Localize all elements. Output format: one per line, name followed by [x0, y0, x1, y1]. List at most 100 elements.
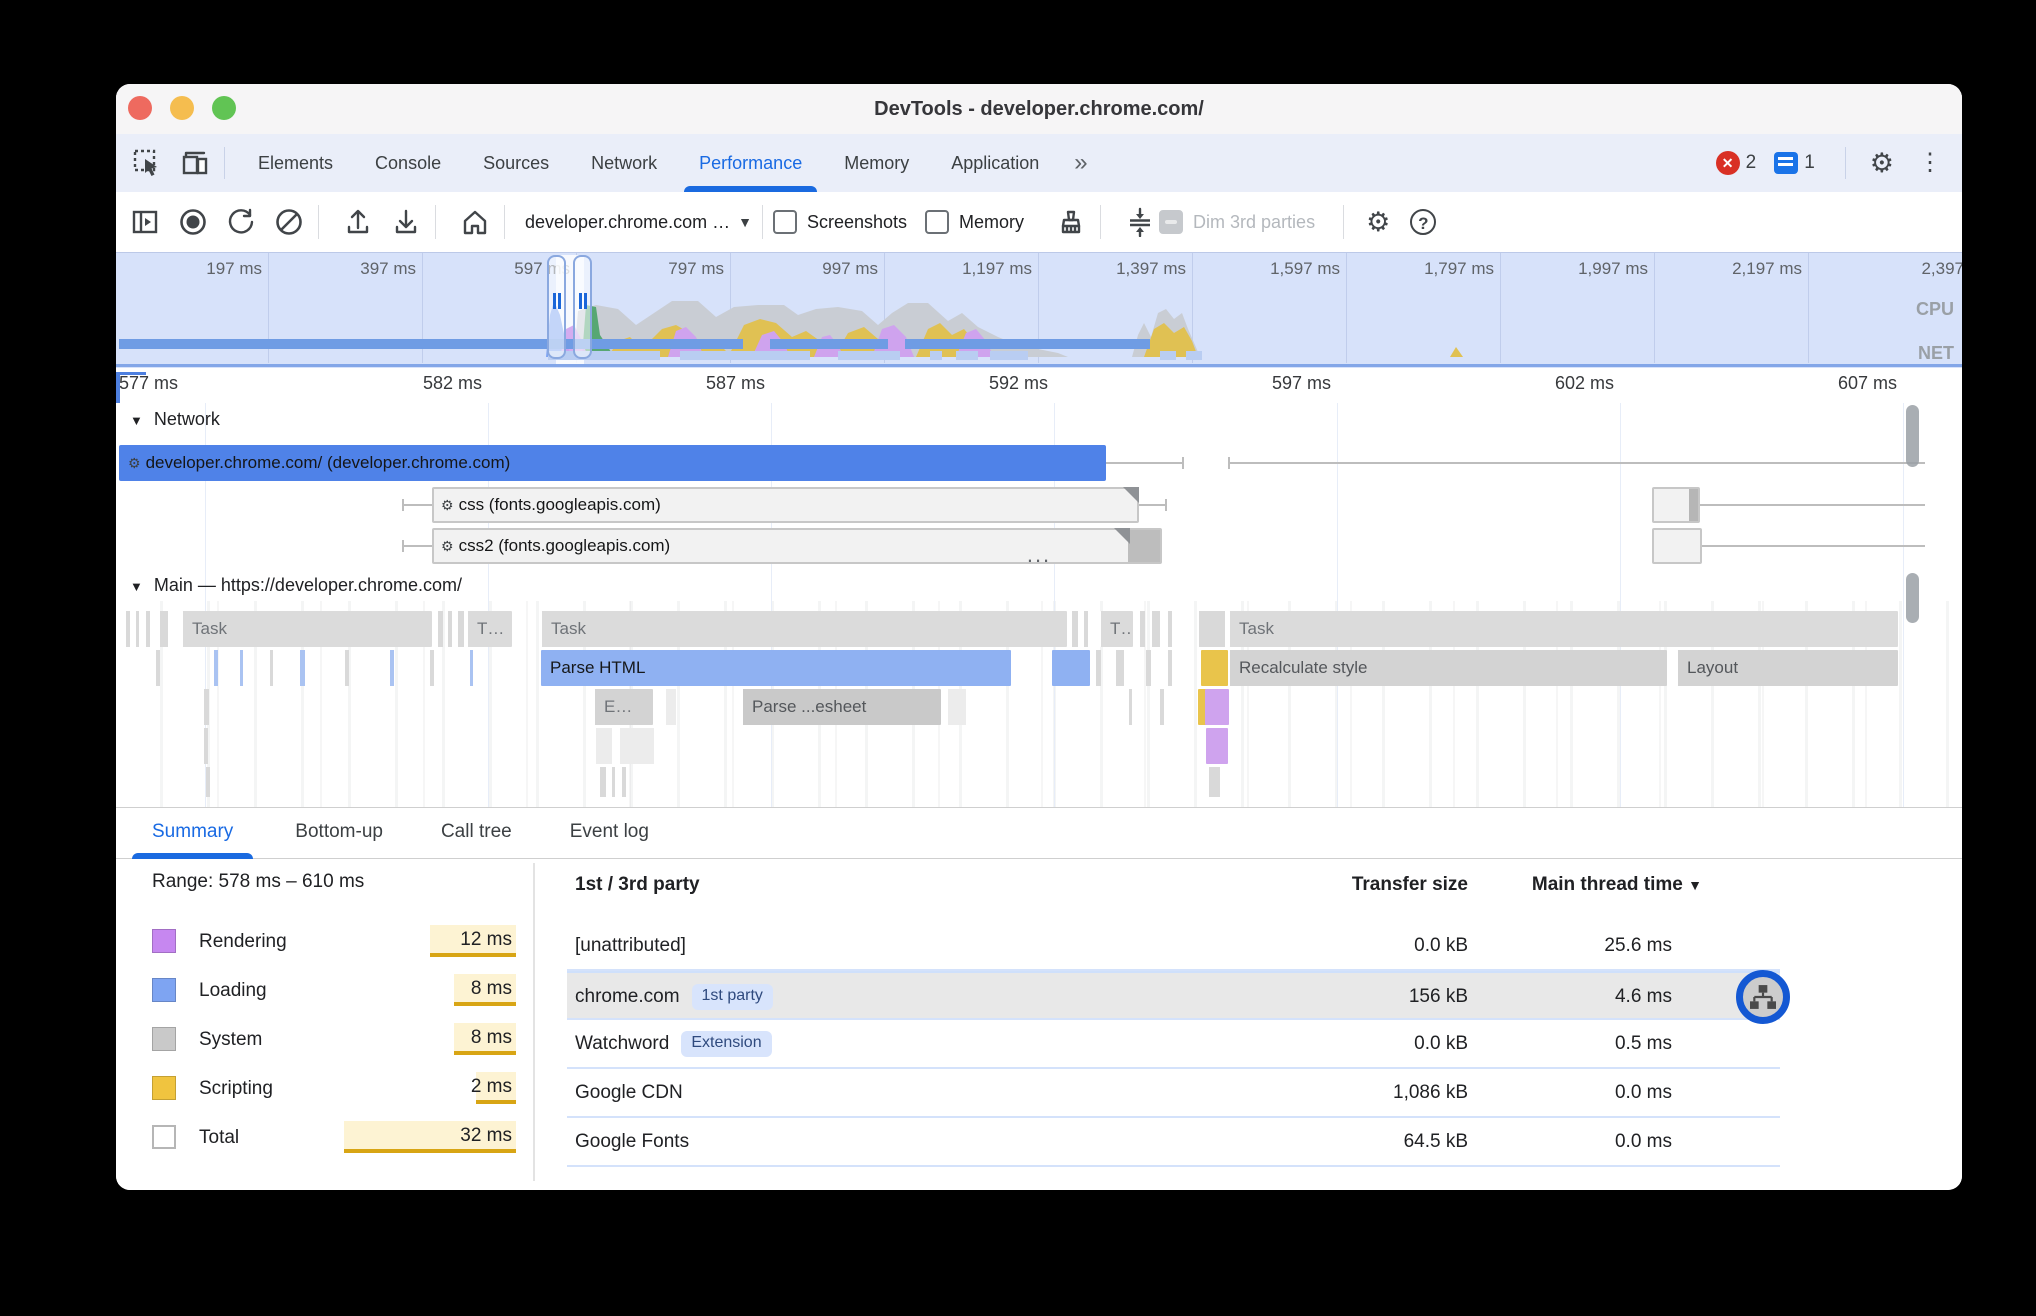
capture-settings-gear-icon[interactable]: ⚙	[1366, 207, 1391, 237]
ruler-tick: 597 ms	[1271, 373, 1331, 393]
download-profile-icon[interactable]	[387, 203, 425, 241]
screenshots-checkbox[interactable]	[772, 210, 797, 234]
task-bar[interactable]: Task	[1229, 611, 1898, 647]
history-select[interactable]: developer.chrome.com … ▼	[525, 212, 752, 233]
devtools-tabbar: Elements Console Sources Network Perform…	[116, 134, 1962, 193]
error-count: 2	[1745, 152, 1757, 173]
table-row[interactable]: Google Fonts 64.5 kB 0.0 ms	[567, 1118, 1780, 1167]
rendering-bar[interactable]	[1206, 728, 1228, 764]
tab-bottom-up[interactable]: Bottom-up	[295, 821, 383, 842]
network-request-row[interactable]: ⚙ css (fonts.googleapis.com)	[116, 487, 1962, 523]
task-bar[interactable]: Task	[182, 611, 432, 647]
task-sliver	[1084, 611, 1088, 647]
request-bar[interactable]	[432, 528, 1162, 564]
legend-row-scripting: Scripting 2 ms	[152, 1064, 516, 1113]
inspect-element-icon[interactable]	[130, 146, 164, 180]
request-bar[interactable]	[1652, 528, 1702, 564]
main-scrollbar[interactable]	[1906, 573, 1919, 623]
show-third-party-tree-icon[interactable]	[1736, 970, 1790, 1024]
divider	[1844, 147, 1846, 179]
minimize-window-button[interactable]	[170, 96, 194, 120]
collapse-triangle-icon[interactable]: ▼	[130, 413, 143, 428]
parse-html-bar[interactable]: Parse HTML	[541, 650, 1011, 686]
upload-profile-icon[interactable]	[339, 203, 377, 241]
net-activity-bar	[548, 351, 660, 360]
tab-sources[interactable]: Sources	[462, 134, 570, 192]
main-thread-track[interactable]: ▼ Main — https://developer.chrome.com/ T…	[116, 565, 1962, 807]
tab-call-tree[interactable]: Call tree	[440, 821, 512, 842]
request-bar[interactable]	[1652, 487, 1700, 523]
close-window-button[interactable]	[128, 96, 152, 120]
selection-handle-left[interactable]	[547, 255, 566, 359]
parse-html-bar[interactable]	[1052, 650, 1090, 686]
table-row-selected[interactable]: chrome.com 1st party 156 kB 4.6 ms	[567, 971, 1780, 1020]
scripting-bar[interactable]	[1198, 689, 1207, 725]
collapse-triangle-icon[interactable]: ▼	[130, 579, 143, 594]
table-row[interactable]: Watchword Extension 0.0 kB 0.5 ms	[567, 1020, 1780, 1069]
legend-value: 12 ms	[460, 929, 512, 950]
help-icon[interactable]: ?	[1404, 203, 1442, 241]
task-bar[interactable]: Task	[541, 611, 1067, 647]
console-errors-badge[interactable]: ✕ 2	[1715, 151, 1765, 175]
rendering-bar[interactable]	[1205, 689, 1229, 725]
parse-stylesheet-bar[interactable]: Parse ...esheet	[742, 689, 941, 725]
kebab-menu-icon[interactable]: ⋮	[1918, 149, 1942, 176]
home-icon[interactable]	[456, 203, 494, 241]
tab-performance[interactable]: Performance	[678, 134, 823, 192]
clear-icon[interactable]	[270, 203, 308, 241]
reload-and-record-icon[interactable]	[222, 203, 260, 241]
party-badge: 1st party	[691, 984, 773, 1010]
tab-memory[interactable]: Memory	[823, 134, 930, 192]
cpu-activity-chart	[546, 301, 1463, 357]
col-header-size[interactable]: Transfer size	[1351, 874, 1468, 895]
track-resize-handle[interactable]: ...	[1026, 542, 1052, 567]
screenshots-label[interactable]: Screenshots	[806, 211, 908, 232]
legend-label: System	[199, 1029, 263, 1050]
issues-badge[interactable]: 1	[1774, 152, 1823, 174]
more-tabs-icon[interactable]: »	[1074, 149, 1088, 176]
main-thread-header[interactable]: ▼ Main — https://developer.chrome.com/	[130, 575, 462, 596]
garbage-collect-icon[interactable]	[1052, 203, 1090, 241]
device-toolbar-icon[interactable]	[178, 146, 212, 180]
gridline	[1346, 253, 1347, 363]
zoom-window-button[interactable]	[212, 96, 236, 120]
record-icon[interactable]	[174, 203, 212, 241]
tab-elements[interactable]: Elements	[237, 134, 354, 192]
task-bar[interactable]: T…	[467, 611, 512, 647]
recalculate-style-bar[interactable]: Recalculate style	[1229, 650, 1667, 686]
collapse-sections-icon[interactable]	[1121, 203, 1159, 241]
network-track[interactable]: ▼ Network ⚙ developer.chrome.com/ (develo…	[116, 403, 1962, 565]
timeline-overview[interactable]: 197 ms 397 ms 597 ms 797 ms 997 ms 1,197…	[116, 252, 1962, 369]
timeline-ruler: 577 ms 582 ms 587 ms 592 ms 597 ms 602 m…	[116, 368, 1962, 403]
scripting-bar[interactable]	[1201, 650, 1228, 686]
network-scrollbar[interactable]	[1906, 405, 1919, 467]
col-header-party[interactable]: 1st / 3rd party	[575, 874, 700, 895]
table-row[interactable]: Google CDN 1,086 kB 0.0 ms	[567, 1069, 1780, 1118]
toggle-sidebar-icon[interactable]	[126, 203, 164, 241]
settings-gear-icon[interactable]: ⚙	[1869, 148, 1894, 178]
selection-handle-right[interactable]	[573, 255, 592, 359]
request-bar-document[interactable]	[119, 445, 1106, 481]
tab-console[interactable]: Console	[354, 134, 462, 192]
network-request-row[interactable]: ⚙ developer.chrome.com/ (developer.chrome…	[116, 445, 1962, 481]
layout-bar[interactable]: Layout	[1677, 650, 1898, 686]
network-request-row[interactable]: ⚙ css2 (fonts.googleapis.com)	[116, 528, 1962, 564]
issue-count: 1	[1804, 152, 1815, 173]
request-bar[interactable]	[432, 487, 1139, 523]
network-track-header[interactable]: ▼ Network	[130, 409, 220, 430]
tab-network[interactable]: Network	[570, 134, 678, 192]
performance-toolbar: developer.chrome.com … ▼ Screenshots Mem…	[116, 192, 1962, 252]
devtools-window: DevTools - developer.chrome.com/ Element…	[116, 84, 1962, 1190]
tab-summary[interactable]: Summary	[130, 807, 255, 859]
memory-checkbox[interactable]	[925, 210, 950, 234]
tab-event-log[interactable]: Event log	[569, 821, 649, 842]
details-tabbar: Summary Bottom-up Call tree Event log	[116, 807, 1962, 859]
memory-label[interactable]: Memory	[959, 211, 1025, 232]
evaluate-bar[interactable]: E…	[594, 689, 653, 725]
col-header-time[interactable]: Main thread time ▼	[1531, 874, 1702, 895]
task-bar[interactable]: T…	[1100, 611, 1133, 647]
flame-row: Parse HTML Recalculate style Layout	[116, 650, 1962, 686]
table-row[interactable]: [unattributed] 0.0 kB 25.6 ms	[567, 922, 1780, 971]
task-sliver	[438, 611, 443, 647]
tab-application[interactable]: Application	[930, 134, 1060, 192]
